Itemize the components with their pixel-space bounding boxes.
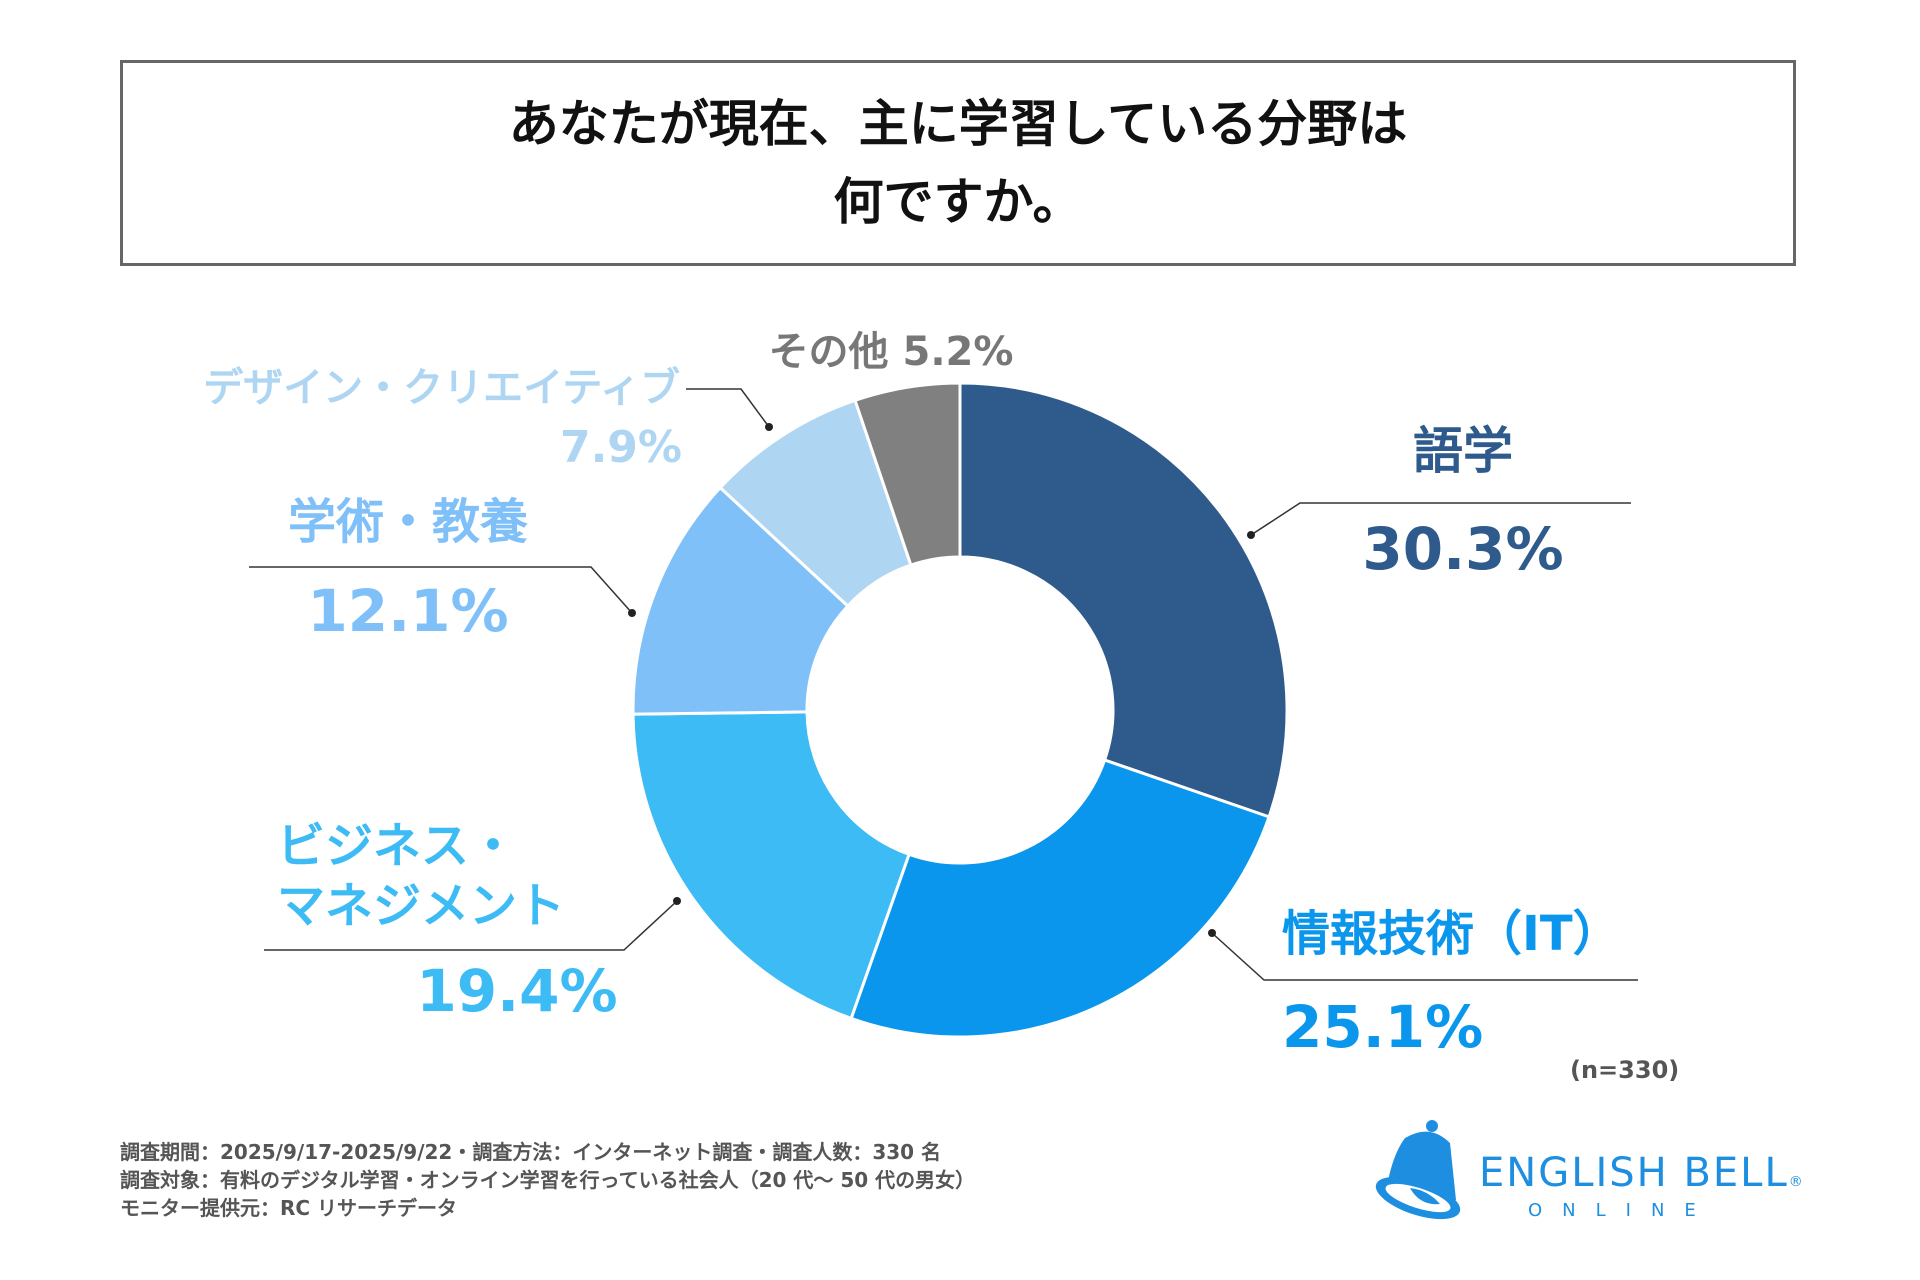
leader-lines — [249, 388, 1638, 981]
leader-dot — [673, 897, 681, 905]
donut-slice-0 — [958, 381, 1289, 819]
leader-dot — [628, 609, 636, 617]
logo-registered: ® — [1788, 1174, 1805, 1190]
value-language: 30.3% — [1362, 515, 1564, 583]
sample-size: (n=330) — [1570, 1056, 1680, 1084]
label-it: 情報技術（IT） — [1282, 906, 1621, 962]
leader-dot — [1247, 531, 1255, 539]
label-design: デザイン・クリエイティブ — [203, 365, 680, 411]
leader-line-design — [686, 388, 770, 428]
donut-slice-1 — [849, 758, 1271, 1039]
leader-line-it — [1211, 932, 1638, 981]
logo-text: ENGLISH BELL® — [1479, 1150, 1805, 1196]
leader-dot — [765, 423, 773, 431]
leader-line-language — [1250, 502, 1631, 536]
footer-line: 調査対象：有料のデジタル学習・オンライン学習を行っている社会人（20 代～ 50… — [120, 1168, 976, 1192]
label-language: 語学 — [1413, 422, 1513, 480]
donut-slice-3 — [631, 485, 850, 716]
leader-dot — [1208, 929, 1216, 937]
footer-line: 調査期間：2025/9/17-2025/9/22・調査方法：インターネット調査・… — [120, 1140, 942, 1164]
title-line-2: 何ですか。 — [833, 173, 1083, 231]
leader-dots — [628, 423, 1255, 937]
value-design: 7.9% — [559, 422, 682, 473]
label-academic: 学術・教養 — [287, 494, 529, 550]
label-business-2: マネジメント — [277, 878, 566, 934]
leader-line-academic — [249, 566, 633, 614]
footer-notes: 調査期間：2025/9/17-2025/9/22・調査方法：インターネット調査・… — [120, 1138, 975, 1222]
title-line-1: あなたが現在、主に学習している分野は — [508, 95, 1408, 153]
logo-subtext: ONLINE — [1528, 1200, 1716, 1221]
donut-slice-5 — [853, 381, 962, 567]
title-box: あなたが現在、主に学習している分野は 何ですか。 — [120, 60, 1796, 266]
value-it: 25.1% — [1282, 993, 1484, 1061]
leader-line-business — [264, 900, 678, 951]
logo-name: ENGLISH BELL — [1479, 1150, 1789, 1196]
label-other: その他 5.2% — [768, 329, 1014, 375]
bell-logo-icon — [1375, 1120, 1461, 1220]
footer-line: モニター提供元：RC リサーチデータ — [120, 1196, 458, 1220]
label-business-1: ビジネス・ — [277, 818, 518, 874]
value-business: 19.4% — [416, 957, 618, 1025]
donut-slice-2 — [631, 710, 911, 1021]
value-academic: 12.1% — [307, 577, 509, 645]
